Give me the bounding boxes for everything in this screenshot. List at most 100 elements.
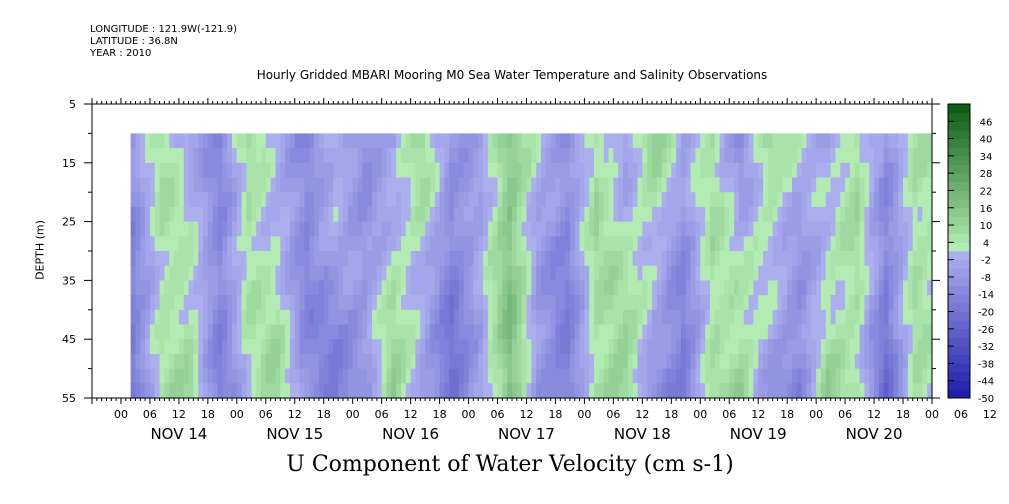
heatmap-cell [492, 221, 499, 237]
heatmap-cell [724, 368, 730, 384]
heatmap-cell [531, 221, 537, 237]
heatmap-cell [540, 206, 547, 223]
heatmap-cell [454, 148, 460, 164]
heatmap-cell [820, 221, 827, 237]
heatmap-cell [285, 192, 291, 208]
heatmap-cell [473, 339, 479, 355]
heatmap-cell [734, 383, 740, 399]
heatmap-cell [314, 368, 320, 384]
heatmap-cell [845, 236, 851, 252]
heatmap-cell [193, 324, 199, 340]
heatmap-cell [275, 162, 281, 179]
heatmap-cell [400, 192, 407, 208]
heatmap-cell [241, 177, 248, 193]
heatmap-cell [854, 206, 861, 223]
colorbar-label: -20 [978, 308, 994, 319]
heatmap-cell [140, 206, 146, 223]
heatmap-cell [743, 162, 750, 179]
heatmap-cell [323, 221, 330, 237]
heatmap-cell [149, 206, 156, 223]
heatmap-cell [449, 177, 455, 193]
heatmap-cell [328, 221, 334, 237]
heatmap-cell [627, 177, 634, 193]
heatmap-cell [207, 368, 214, 384]
heatmap-cell [333, 295, 339, 311]
heatmap-cell [705, 236, 711, 252]
heatmap-cell [318, 265, 325, 281]
heatmap-cell [729, 339, 735, 355]
heatmap-cell [690, 206, 697, 223]
heatmap-cell [145, 383, 151, 399]
heatmap-cell [603, 148, 610, 164]
heatmap-cell [642, 236, 648, 252]
heatmap-cell [410, 280, 417, 296]
heatmap-cell [763, 324, 769, 340]
heatmap-cell [367, 265, 373, 281]
heatmap-cell [893, 221, 899, 237]
heatmap-cell [434, 280, 441, 296]
heatmap-cell [232, 192, 238, 208]
heatmap-cell [840, 383, 846, 399]
heatmap-cell [859, 324, 866, 340]
colorbar-label: 10 [980, 221, 993, 232]
heatmap-cell [825, 339, 832, 355]
heatmap-cell [212, 368, 219, 384]
heatmap-cell [767, 353, 774, 370]
heatmap-cell [864, 295, 870, 311]
heatmap-cell [444, 265, 450, 281]
heatmap-cell [256, 177, 262, 193]
heatmap-cell [516, 133, 523, 149]
heatmap-cell [772, 353, 779, 370]
heatmap-cell [449, 295, 455, 311]
heatmap-cell [227, 280, 233, 296]
heatmap-cell [521, 368, 528, 384]
heatmap-cell [241, 295, 248, 311]
heatmap-cell [927, 221, 933, 237]
heatmap-cell [212, 133, 219, 149]
heatmap-cell [183, 383, 190, 399]
heatmap-cell [352, 368, 359, 384]
heatmap-cell [251, 177, 257, 193]
heatmap-cell [647, 265, 653, 281]
heatmap-cell [922, 280, 928, 296]
heatmap-cell [806, 236, 812, 252]
heatmap-cell [232, 251, 238, 267]
heatmap-cell [536, 148, 542, 164]
heatmap-cell [444, 133, 450, 149]
heatmap-cell [724, 339, 730, 355]
heatmap-cell [598, 133, 605, 149]
heatmap-cell [415, 383, 421, 399]
heatmap-cell [294, 280, 301, 296]
heatmap-cell [512, 368, 518, 384]
heatmap-cell [729, 265, 735, 281]
heatmap-cell [724, 251, 730, 267]
heatmap-cell [830, 353, 837, 370]
heatmap-cell [753, 309, 759, 326]
heatmap-cell [164, 368, 170, 384]
heatmap-cell [217, 236, 223, 252]
heatmap-cell [193, 383, 199, 399]
heatmap-cell [608, 192, 614, 208]
heatmap-cell [314, 221, 320, 237]
heatmap-cell [922, 265, 928, 281]
heatmap-cell [164, 309, 170, 326]
heatmap-cell [816, 221, 822, 237]
heatmap-cell [758, 221, 764, 237]
colorbar-bin [948, 104, 970, 114]
heatmap-cell [304, 177, 310, 193]
heatmap-cell [652, 265, 658, 281]
heatmap-cell [265, 236, 272, 252]
heatmap-cell [618, 206, 624, 223]
heatmap-cell [429, 295, 436, 311]
heatmap-cell [531, 265, 537, 281]
heatmap-cell [840, 221, 846, 237]
heatmap-cell [164, 353, 170, 370]
heatmap-cell [352, 162, 359, 179]
heatmap-cell [309, 177, 315, 193]
heatmap-cell [376, 236, 383, 252]
heatmap-cell [232, 368, 238, 384]
heatmap-cell [647, 353, 653, 370]
heatmap-cell [709, 251, 716, 267]
heatmap-cell [352, 265, 359, 281]
heatmap-cell [434, 221, 441, 237]
